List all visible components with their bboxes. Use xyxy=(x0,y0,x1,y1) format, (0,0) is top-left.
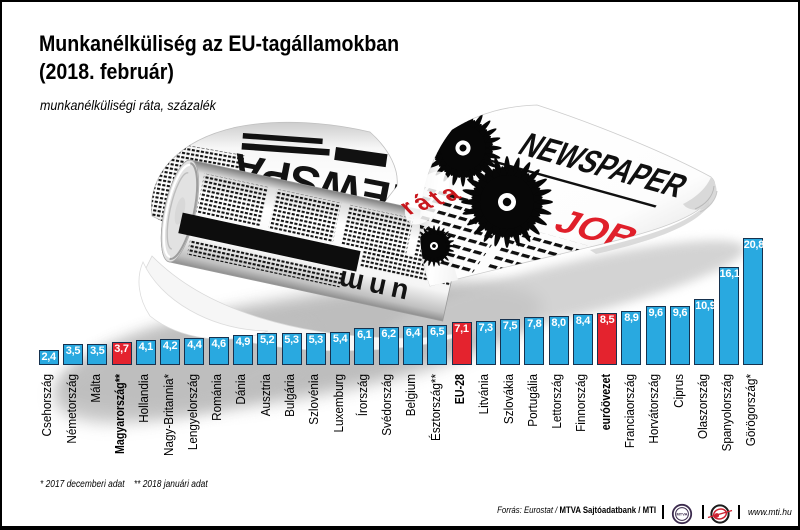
svg-text:MTVA: MTVA xyxy=(676,512,687,517)
